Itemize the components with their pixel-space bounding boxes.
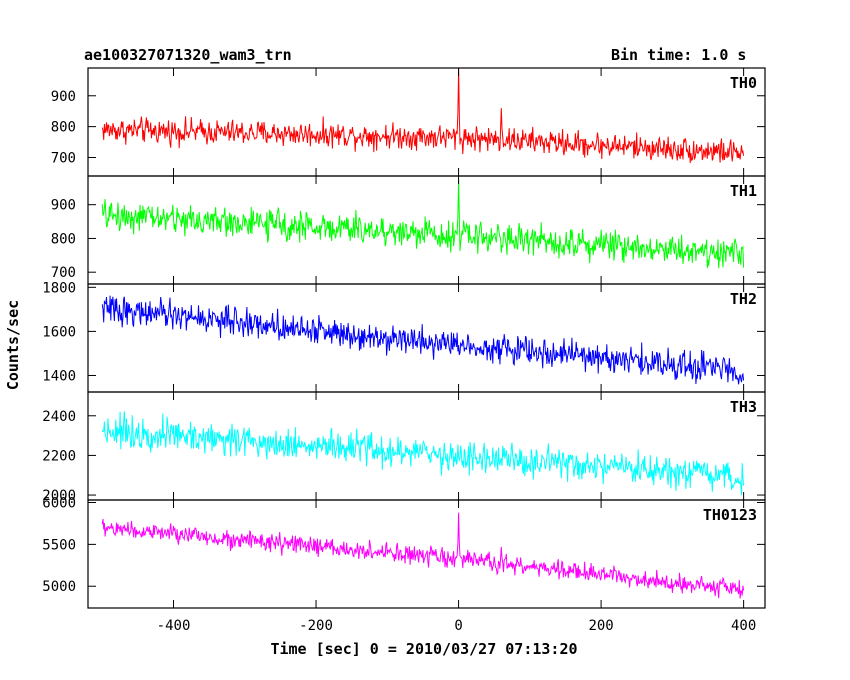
series-line-th3 [101, 411, 745, 496]
panel-label-th2: TH2 [730, 290, 757, 308]
series-line-th2 [101, 295, 745, 385]
panel-frame-th0123 [87, 499, 766, 609]
chart-title: ae100327071320_wam3_trn [84, 46, 292, 64]
y-tick-label: 6000 [42, 496, 76, 512]
panel-frame-th2 [87, 283, 766, 393]
y-tick-label: 5500 [42, 537, 76, 553]
x-tick-label: 400 [731, 618, 756, 634]
panel-label-th3: TH3 [730, 398, 757, 416]
y-tick-label: 1400 [42, 368, 76, 384]
x-tick-label: 200 [588, 618, 613, 634]
y-axis-label: Counts/sec [4, 300, 22, 390]
y-tick-label: 2000 [42, 488, 76, 504]
panel-th0: 700 800 900 TH0 [51, 67, 766, 177]
y-tick-label: 5000 [42, 579, 76, 595]
y-tick-label: 1800 [42, 280, 76, 296]
series-line-th1 [101, 179, 745, 269]
series-line-th0123 [101, 512, 745, 599]
panel-label-th0: TH0 [730, 74, 757, 92]
panel-th2: 1400 1600 1800 TH2 [42, 280, 766, 393]
panel-frame-th0 [87, 67, 766, 177]
x-tick-label: -200 [299, 618, 333, 634]
y-tick-label: 900 [51, 89, 76, 105]
x-axis-label: Time [sec] 0 = 2010/03/27 07:13:20 [270, 640, 577, 658]
panel-th3: 2000 2200 2400 TH3 [42, 391, 766, 504]
bin-time-label: Bin time: 1.0 s [611, 46, 747, 64]
y-tick-label: 1600 [42, 324, 76, 340]
x-tick-label: 0 [454, 618, 462, 634]
y-tick-label: 2400 [42, 409, 76, 425]
panel-label-th0123: TH0123 [703, 506, 757, 524]
panels-layer: 700 800 900 TH0 700 800 900 TH1 1400 1600 1800 TH2 2… [42, 67, 766, 609]
y-tick-label: 800 [51, 120, 76, 136]
panel-th0123: 5000 5500 6000 TH0123 [42, 496, 766, 609]
panel-label-th1: TH1 [730, 182, 757, 200]
x-tick-label: -400 [157, 618, 191, 634]
y-tick-label: 2200 [42, 448, 76, 464]
y-tick-label: 800 [51, 231, 76, 247]
y-tick-label: 700 [51, 265, 76, 281]
y-tick-label: 700 [51, 150, 76, 166]
y-tick-label: 900 [51, 198, 76, 214]
series-line-th0 [101, 68, 745, 164]
x-axis: -400 -200 0 200 400 [157, 618, 757, 634]
panel-th1: 700 800 900 TH1 [51, 175, 766, 285]
